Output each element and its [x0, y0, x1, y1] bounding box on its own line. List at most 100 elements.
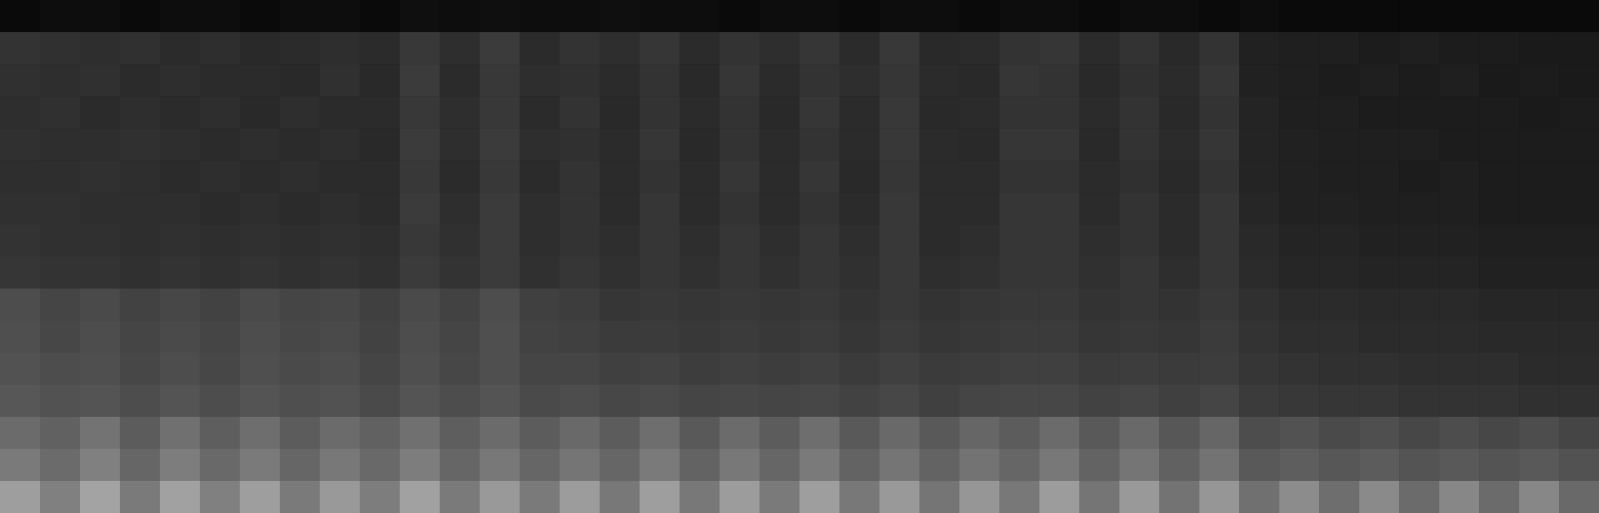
cell [600, 224, 641, 257]
cell [1479, 481, 1520, 513]
cell [999, 160, 1040, 193]
cell [280, 64, 321, 97]
cell [1519, 481, 1560, 513]
cell [320, 321, 361, 354]
cell [240, 289, 281, 322]
cell [520, 0, 561, 33]
cell [440, 32, 481, 65]
cell [1199, 64, 1240, 97]
cell [640, 96, 681, 129]
cell [959, 192, 1000, 225]
cell [400, 160, 441, 193]
cell [40, 64, 81, 97]
cell [1159, 289, 1200, 322]
cell [640, 289, 681, 322]
cell [1079, 0, 1120, 33]
cell [919, 353, 960, 386]
cell [800, 481, 841, 513]
cell [1359, 0, 1400, 33]
cell [1159, 32, 1200, 65]
cell [839, 128, 880, 161]
cell [480, 224, 521, 257]
cell [320, 32, 361, 65]
cell [919, 321, 960, 354]
cell [680, 224, 721, 257]
cell [959, 321, 1000, 354]
cell [320, 353, 361, 386]
cells [0, 0, 1599, 513]
cell [720, 385, 761, 418]
cell [480, 96, 521, 129]
cell [1359, 257, 1400, 290]
cell [1439, 160, 1480, 193]
cell [560, 64, 601, 97]
cell [320, 289, 361, 322]
cell [360, 417, 401, 450]
cell [1159, 449, 1200, 482]
cell [1559, 0, 1599, 33]
cell [1199, 224, 1240, 257]
cell [1119, 353, 1160, 386]
cell [1479, 353, 1520, 386]
cell [240, 257, 281, 290]
cell [1239, 385, 1280, 418]
cell [120, 321, 161, 354]
cell [240, 0, 281, 33]
cell [919, 257, 960, 290]
cell [1079, 192, 1120, 225]
cell [760, 0, 801, 33]
cell [1279, 257, 1320, 290]
cell [440, 64, 481, 97]
cell [1479, 32, 1520, 65]
cell [200, 160, 241, 193]
cell [40, 0, 81, 33]
cell [1119, 0, 1160, 33]
cell [0, 224, 41, 257]
cell [440, 192, 481, 225]
cell [40, 160, 81, 193]
cell [240, 224, 281, 257]
cell [280, 289, 321, 322]
cell [680, 32, 721, 65]
cell [0, 289, 41, 322]
cell [560, 96, 601, 129]
cell [1559, 321, 1599, 354]
cell [1239, 224, 1280, 257]
cell [640, 353, 681, 386]
cell [720, 481, 761, 513]
cell [440, 417, 481, 450]
cell [1439, 289, 1480, 322]
cell [240, 449, 281, 482]
cell [0, 353, 41, 386]
cell [560, 385, 601, 418]
cell [1279, 353, 1320, 386]
cell [839, 64, 880, 97]
cell [120, 449, 161, 482]
cell [1519, 385, 1560, 418]
cell [1239, 96, 1280, 129]
cell [1199, 353, 1240, 386]
cell [800, 160, 841, 193]
cell [1479, 128, 1520, 161]
cell [1159, 128, 1200, 161]
cell [999, 481, 1040, 513]
cell [280, 481, 321, 513]
cell [1559, 449, 1599, 482]
cell [280, 449, 321, 482]
cell [760, 160, 801, 193]
cell [1479, 385, 1520, 418]
cell [40, 289, 81, 322]
cell [440, 353, 481, 386]
cell [600, 160, 641, 193]
cell [1279, 289, 1320, 322]
cell [959, 96, 1000, 129]
cell [1119, 192, 1160, 225]
cell [400, 64, 441, 97]
cell [1119, 321, 1160, 354]
cell [120, 481, 161, 513]
cell [1559, 257, 1599, 290]
cell [1039, 417, 1080, 450]
cell [999, 64, 1040, 97]
cell [959, 385, 1000, 418]
cell [1359, 481, 1400, 513]
